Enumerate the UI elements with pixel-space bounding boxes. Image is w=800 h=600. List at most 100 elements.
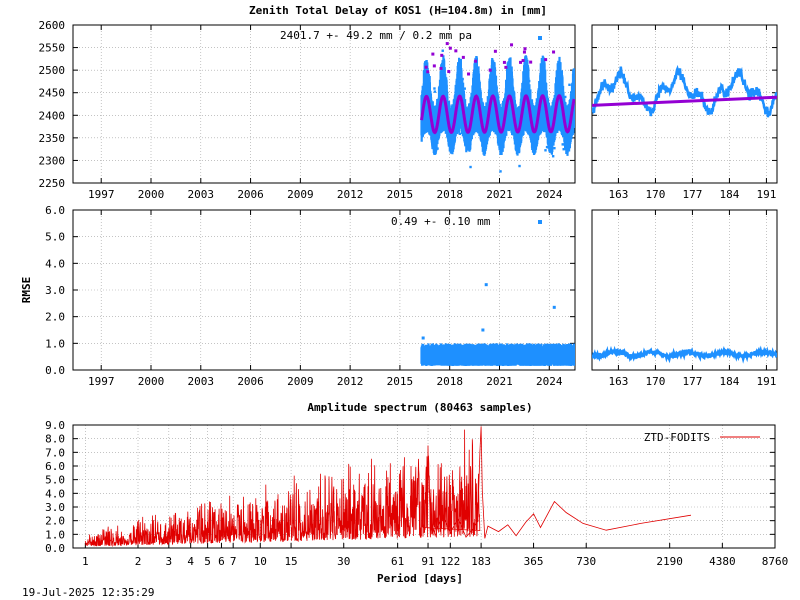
- spectrum-xtick-label: 7: [230, 555, 237, 568]
- ztd-long-model-point: [493, 49, 497, 53]
- ztd-long-obs-point: [507, 86, 510, 89]
- rmse-long-ytick-label: 6.0: [45, 204, 65, 217]
- ztd-long-obs-point: [458, 132, 462, 135]
- ztd-long-obs-point: [545, 145, 549, 149]
- rmse-long-outlier: [552, 305, 556, 309]
- ztd-long-obs-point: [564, 95, 567, 99]
- ztd-long-obs-point: [493, 92, 496, 95]
- spectrum-series: [84, 426, 692, 548]
- ztd-long-obs-point: [514, 148, 518, 151]
- ztd-long-model-point: [519, 60, 523, 64]
- rmse-recent-axes: 163 170 177 184 191: [608, 210, 776, 388]
- ztd-long-obs-point: [543, 93, 546, 97]
- spectrum-xtick-label: 15: [284, 555, 297, 568]
- spectrum-xtick-label: 91: [421, 555, 434, 568]
- rmse-long-legend-marker: [538, 220, 542, 224]
- ztd-long-obs-point: [448, 110, 452, 114]
- ztd-long-model-point: [474, 59, 478, 63]
- ztd-long-model-point: [454, 49, 458, 53]
- rmse-long-outlier: [481, 328, 485, 332]
- ztd-long-obs-point: [498, 143, 501, 146]
- ztd-long-model-point: [447, 70, 451, 74]
- rmse-long-ytick-label: 0.0: [45, 364, 65, 377]
- ztd-recent-observations: [592, 64, 777, 118]
- spectrum-xtick-label: 122: [440, 555, 460, 568]
- ztd-long-xtick-label: 1997: [88, 188, 115, 201]
- ztd-long-obs-point: [472, 71, 476, 75]
- ztd-long-model-point: [426, 70, 430, 74]
- spectrum-xtick-label: 30: [337, 555, 350, 568]
- rmse-recent-frame: [591, 209, 778, 371]
- ztd-long-model-point: [510, 43, 514, 47]
- rmse-long-xtick-label: 2009: [287, 375, 314, 388]
- spectrum-line: [84, 426, 692, 548]
- ztd-long-model-point: [504, 65, 508, 69]
- ztd-long-obs-point: [454, 87, 457, 91]
- ztd-long-obs-point: [434, 123, 437, 127]
- rmse-long-outlier: [421, 336, 425, 340]
- spectrum-xtick-label: 4380: [709, 555, 736, 568]
- ztd-long-obs-point: [469, 165, 472, 169]
- ztd-long-obs-point: [441, 49, 444, 52]
- rmse-long-annotation: 0.49 +- 0.10 mm: [391, 215, 491, 228]
- rmse-long-xtick-label: 2003: [188, 375, 215, 388]
- ztd-long-obs-point: [436, 104, 440, 107]
- ztd-recent-axes: 163 170 177 184 191: [592, 24, 777, 201]
- ztd-long-obs-point: [534, 135, 537, 138]
- spectrum-xtick-label: 6: [218, 555, 225, 568]
- ztd-recent-xtick-label: 163: [608, 188, 628, 201]
- rmse-long-xtick-label: 2000: [138, 375, 165, 388]
- ztd-long-obs-point: [509, 75, 512, 79]
- spectrum-ytick-label: 6.0: [45, 460, 65, 473]
- timestamp: 19-Jul-2025 12:35:29: [22, 586, 154, 599]
- ztd-long-obs-point: [499, 170, 502, 173]
- ztd-long-obs-point: [541, 73, 544, 76]
- rmse-long-xtick-label: 2018: [436, 375, 463, 388]
- ztd-long-observations: [420, 42, 575, 173]
- ztd-long-model-point: [432, 64, 436, 68]
- rmse-long-points: [420, 283, 575, 366]
- ztd-long-model-point: [502, 60, 506, 64]
- ztd-long-model-curve: [420, 94, 575, 135]
- ztd-long-annotation: 2401.7 +- 49.2 mm / 0.2 mm pa: [280, 29, 472, 42]
- ztd-long-obs-point: [539, 85, 542, 89]
- spectrum-ytick-label: 4.0: [45, 487, 65, 500]
- ztd-long-obs-point: [438, 127, 441, 130]
- spectrum-xtick-label: 4: [187, 555, 194, 568]
- ztd-long-obs-point: [463, 87, 466, 90]
- ztd-long-xtick-label: 2021: [486, 188, 513, 201]
- ztd-long-obs-point: [518, 164, 521, 168]
- ztd-long-obs-point: [542, 69, 545, 72]
- ztd-long-ytick-label: 2450: [39, 87, 66, 100]
- ztd-long-obs-point: [525, 91, 528, 95]
- spectrum-title: Amplitude spectrum (80463 samples): [307, 401, 532, 414]
- spectrum-xtick-label: 5: [204, 555, 211, 568]
- ztd-long-model-point: [461, 55, 465, 59]
- spectrum-xtick-label: 183: [471, 555, 491, 568]
- ztd-long-obs-point: [523, 87, 526, 90]
- ztd-long-model-point: [529, 60, 533, 64]
- ztd-long-obs-point: [562, 148, 565, 151]
- ztd-long-ytick-label: 2400: [39, 109, 66, 122]
- ztd-long-model-point: [523, 47, 527, 51]
- ztd-long-obs-point: [518, 141, 521, 145]
- ztd-long-model-point: [544, 58, 548, 62]
- ztd-long-obs-point: [448, 119, 452, 122]
- ztd-recent-xtick-label: 191: [756, 188, 776, 201]
- spectrum-xtick-label: 730: [576, 555, 596, 568]
- ztd-long-obs-point: [435, 111, 439, 114]
- ztd-long-model-point: [445, 42, 449, 46]
- rmse-long-xtick-label: 2021: [486, 375, 513, 388]
- ztd-long-obs-point: [461, 77, 464, 81]
- ztd-long-obs-point: [425, 84, 428, 87]
- rmse-long-frame: [72, 209, 576, 371]
- ztd-long-xtick-label: 2006: [237, 188, 264, 201]
- ztd-long-model-point: [431, 52, 435, 56]
- ztd-long-xtick-label: 2009: [287, 188, 314, 201]
- ztd-long-obs-point: [518, 144, 522, 148]
- rmse-long-ytick-label: 1.0: [45, 337, 65, 350]
- spectrum-ytick-label: 2.0: [45, 515, 65, 528]
- ztd-long-ytick-label: 2600: [39, 19, 66, 32]
